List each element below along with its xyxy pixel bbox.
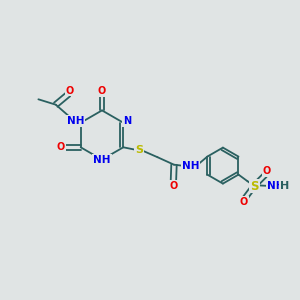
Text: O: O [98, 86, 106, 96]
Text: O: O [65, 85, 74, 96]
Text: NH: NH [267, 181, 284, 191]
Text: O: O [262, 166, 271, 176]
Text: O: O [57, 142, 65, 152]
Text: H: H [280, 181, 289, 191]
Text: NH: NH [67, 116, 85, 126]
Text: NH: NH [182, 161, 199, 171]
Text: O: O [169, 181, 178, 191]
Text: S: S [250, 179, 259, 193]
Text: S: S [135, 145, 143, 155]
Text: N: N [123, 116, 131, 126]
Text: NH: NH [93, 155, 111, 165]
Text: O: O [240, 197, 248, 207]
